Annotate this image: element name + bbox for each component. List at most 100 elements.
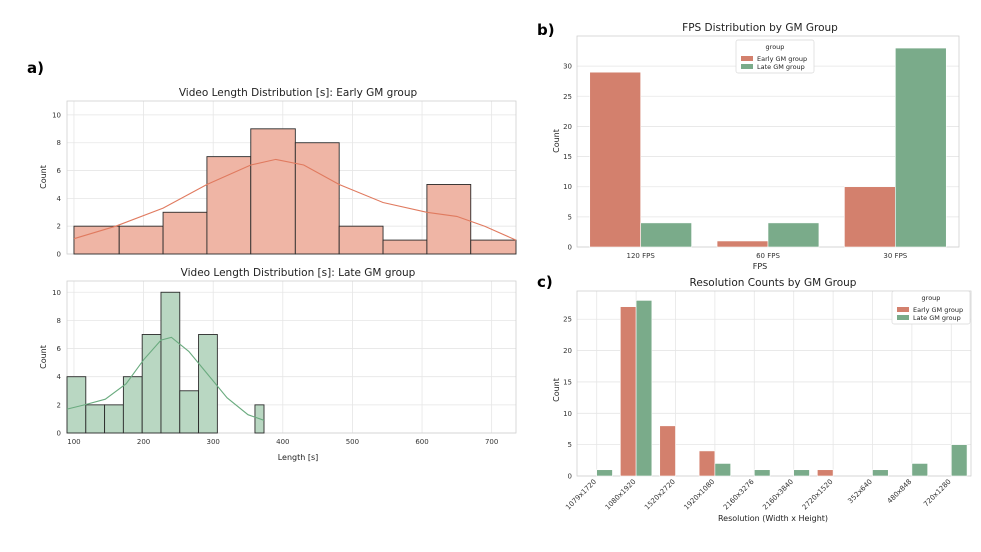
y-tick-label: 4 xyxy=(57,373,62,381)
legend-title: group xyxy=(922,294,941,302)
x-tick-label: 700 xyxy=(485,438,498,446)
kde-curve xyxy=(73,158,517,241)
y-tick-label: 0 xyxy=(57,430,61,438)
x-tick-label: 600 xyxy=(415,438,428,446)
x-tick-label: 60 FPS xyxy=(756,252,780,260)
histogram-bar xyxy=(118,225,164,255)
x-tick-label: 100 xyxy=(67,438,80,446)
y-tick-label: 8 xyxy=(57,139,61,147)
histogram-bar xyxy=(294,142,340,255)
bar-early xyxy=(589,71,641,248)
histogram-bar xyxy=(73,225,120,255)
legend-label: Late GM group xyxy=(913,314,961,322)
x-tick-label: 720x1280 xyxy=(922,478,953,509)
y-tick-label: 15 xyxy=(563,378,572,386)
bar-early xyxy=(716,240,769,248)
histogram-bar xyxy=(382,239,428,255)
x-axis-label: Resolution (Width x Height) xyxy=(718,514,828,523)
y-tick-label: 5 xyxy=(568,441,572,449)
y-tick-label: 2 xyxy=(57,223,61,231)
panel-label-b: b) xyxy=(537,21,555,39)
y-tick-label: 10 xyxy=(563,410,572,418)
panel-label-a: a) xyxy=(27,59,44,77)
histogram-bar xyxy=(160,291,181,434)
y-tick-label: 10 xyxy=(52,111,61,119)
chart-late-length-histogram: Video Length Distribution [s]: Late GM g… xyxy=(39,267,517,462)
legend-swatch xyxy=(741,56,753,61)
y-tick-label: 10 xyxy=(563,183,572,191)
x-axis-label: Length [s] xyxy=(278,453,319,462)
x-tick-label: 352x640 xyxy=(846,478,873,505)
bar-late xyxy=(640,222,692,248)
bar-late xyxy=(793,469,810,477)
legend-label: Early GM group xyxy=(757,55,807,63)
x-tick-label: 1079x1720 xyxy=(564,478,598,512)
histogram-bar xyxy=(470,239,517,255)
bar-early xyxy=(698,450,716,477)
bar-late xyxy=(714,463,731,477)
x-tick-label: 2720x1520 xyxy=(801,478,835,512)
y-tick-label: 25 xyxy=(563,316,572,324)
y-tick-label: 4 xyxy=(57,195,62,203)
y-tick-label: 2 xyxy=(57,401,61,409)
histogram-bar xyxy=(104,404,124,434)
y-tick-label: 10 xyxy=(52,289,61,297)
x-tick-label: 1920x1080 xyxy=(683,478,717,512)
x-tick-label: 2160x3840 xyxy=(761,478,795,512)
y-tick-label: 6 xyxy=(57,345,62,353)
bar-early xyxy=(659,425,676,477)
x-tick-label: 500 xyxy=(346,438,359,446)
legend-title: group xyxy=(766,43,785,51)
histogram-bar xyxy=(141,334,162,434)
y-axis-label: Count xyxy=(39,345,48,369)
x-tick-label: 1080x1920 xyxy=(604,478,638,512)
x-tick-label: 200 xyxy=(137,438,150,446)
bar-early xyxy=(844,186,896,248)
histogram-bar xyxy=(206,156,252,255)
y-tick-label: 20 xyxy=(563,347,572,355)
y-tick-label: 0 xyxy=(57,251,61,259)
plot-frame xyxy=(576,290,972,477)
y-tick-label: 0 xyxy=(568,244,572,252)
histogram-bar xyxy=(198,334,218,434)
legend-box xyxy=(735,39,815,74)
y-tick-label: 20 xyxy=(563,123,572,131)
histogram-bar xyxy=(85,404,106,434)
y-axis-label: Count xyxy=(552,129,561,153)
legend-label: Early GM group xyxy=(913,306,963,314)
y-tick-label: 15 xyxy=(563,153,572,161)
y-tick-label: 6 xyxy=(57,167,62,175)
x-tick-label: 120 FPS xyxy=(627,252,656,260)
bar-late xyxy=(895,47,947,248)
chart-title: Video Length Distribution [s]: Late GM g… xyxy=(181,267,416,279)
chart-title: Resolution Counts by GM Group xyxy=(690,277,857,289)
y-tick-label: 0 xyxy=(568,473,572,481)
y-axis-label: Count xyxy=(552,378,561,402)
bar-late xyxy=(767,222,820,248)
bar-late xyxy=(596,469,613,477)
legend-box xyxy=(891,290,971,325)
y-tick-label: 8 xyxy=(57,317,61,325)
bar-early xyxy=(817,469,834,477)
x-tick-label: 30 FPS xyxy=(883,252,907,260)
bar-late xyxy=(872,469,889,477)
legend-label: Late GM group xyxy=(757,63,805,71)
histogram-bar xyxy=(250,128,296,255)
panel-label-c: c) xyxy=(537,273,553,291)
legend-swatch xyxy=(897,307,909,312)
kde-curve xyxy=(66,336,265,421)
histogram-bar xyxy=(338,225,384,255)
histogram-bar xyxy=(179,390,200,434)
chart-resolution-counts: Resolution Counts by GM Group Count Reso… xyxy=(552,277,972,523)
bar-late xyxy=(950,444,968,477)
x-tick-label: 480x848 xyxy=(886,478,913,505)
chart-title: Video Length Distribution [s]: Early GM … xyxy=(179,87,418,99)
y-tick-label: 5 xyxy=(568,213,572,221)
histogram-bar xyxy=(122,376,143,434)
bar-late xyxy=(911,463,928,477)
x-tick-label: 2160x3276 xyxy=(722,477,756,511)
y-tick-label: 30 xyxy=(563,63,572,71)
legend-swatch xyxy=(741,64,753,69)
bar-late xyxy=(635,300,653,477)
